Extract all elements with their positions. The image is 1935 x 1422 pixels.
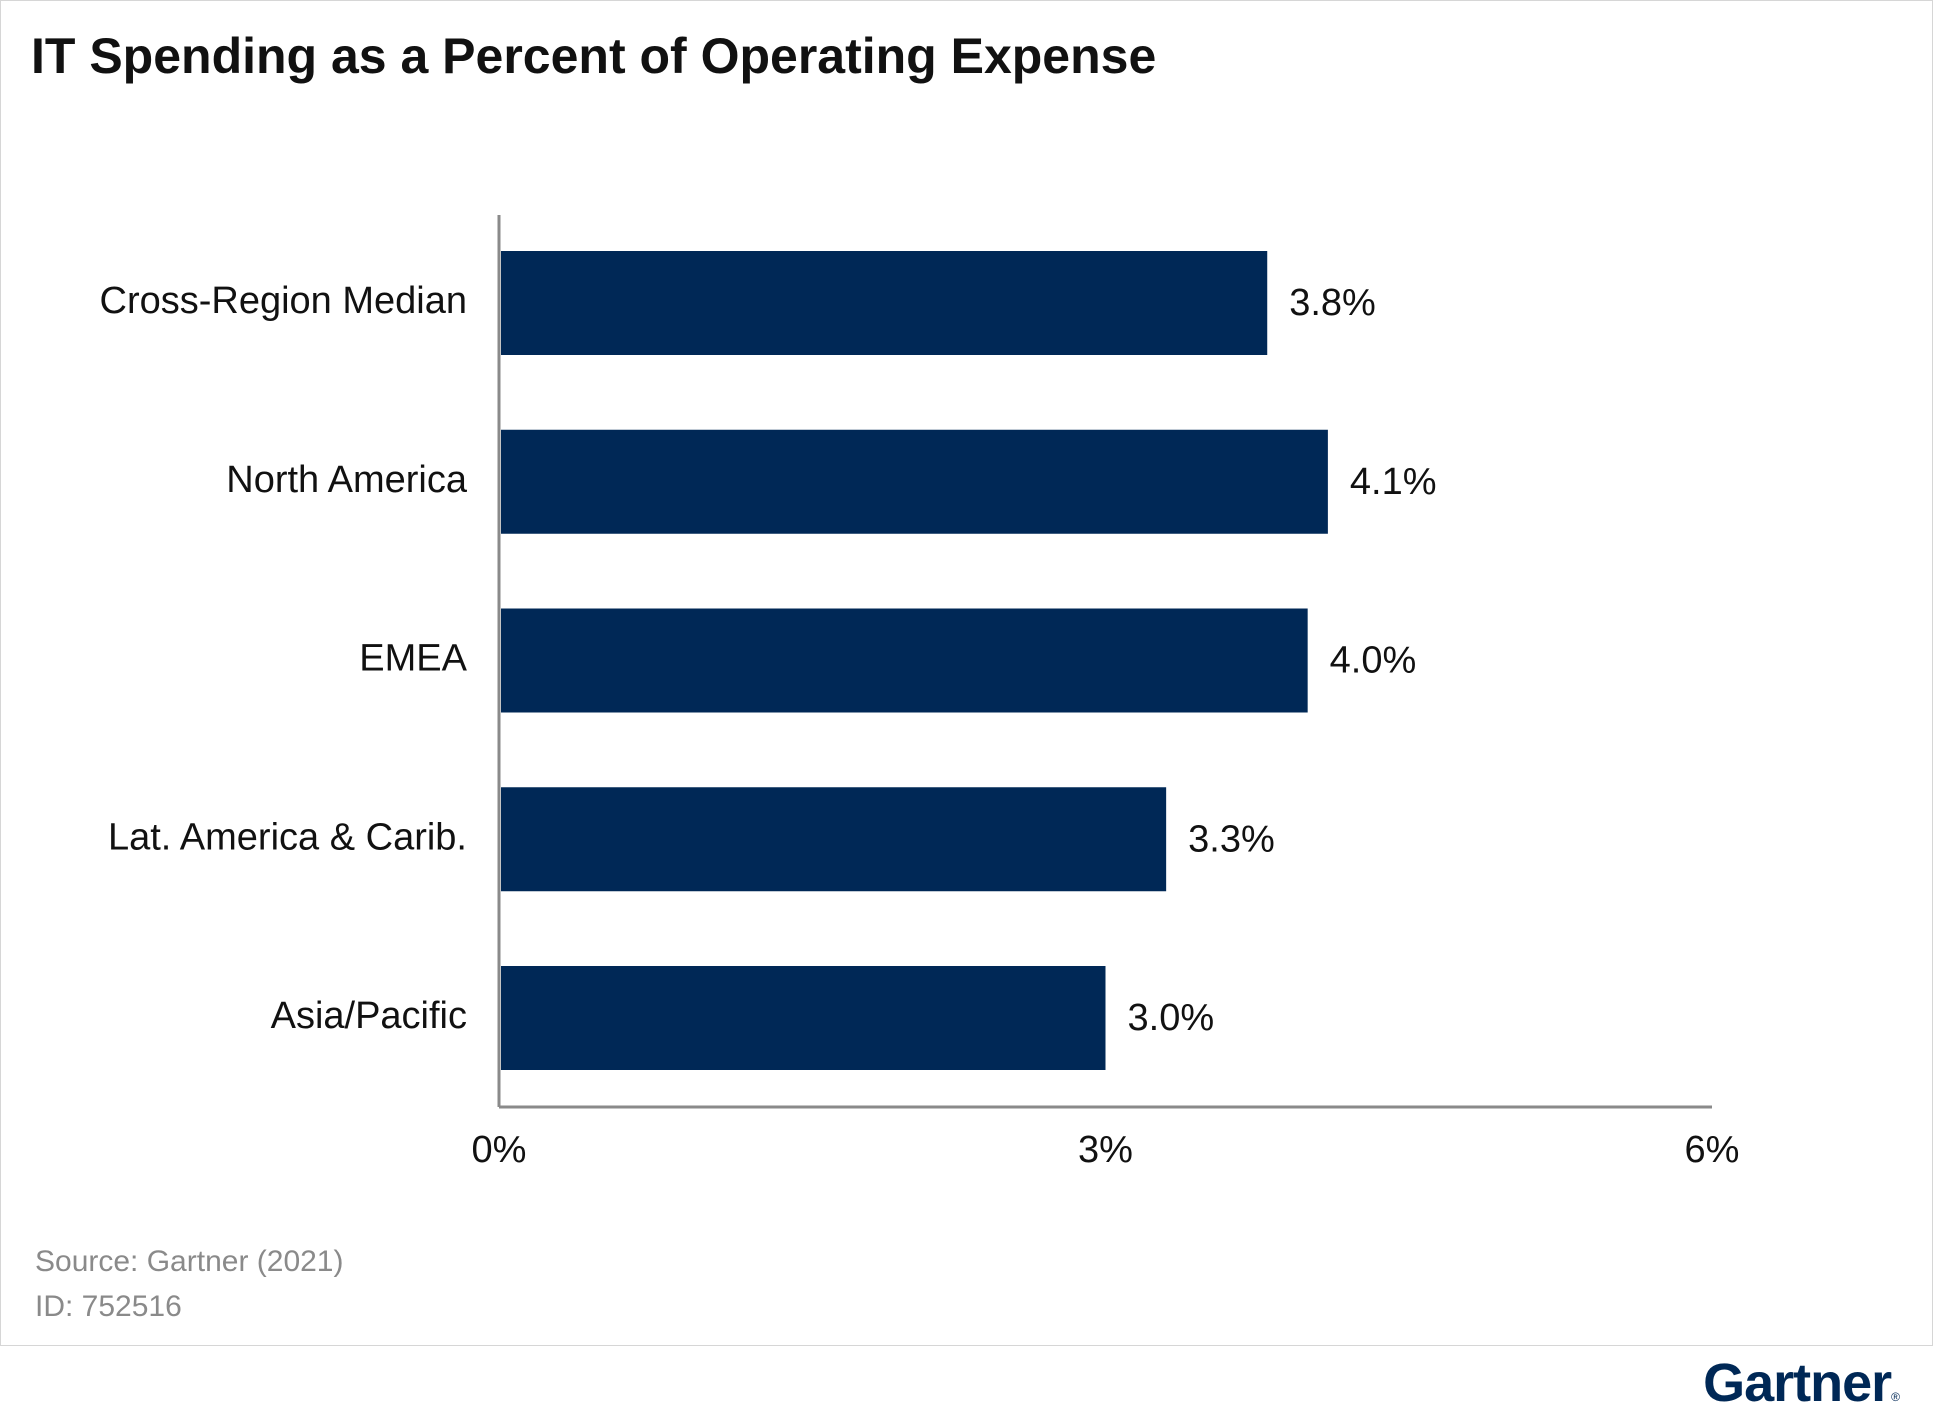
x-tick-label-0: 0% <box>472 1129 527 1171</box>
bar-4 <box>501 966 1106 1070</box>
value-label-2: 4.0% <box>1330 640 1417 682</box>
brand-name: Gartner <box>1703 1353 1892 1413</box>
category-label-3: Lat. America & Carib. <box>108 816 467 858</box>
bar-2 <box>501 608 1308 713</box>
category-label-2: EMEA <box>359 638 467 680</box>
value-label-1: 4.1% <box>1350 461 1437 503</box>
bar-1 <box>501 429 1328 534</box>
category-label-1: North America <box>226 459 468 501</box>
chart-title: IT Spending as a Percent of Operating Ex… <box>31 28 1157 84</box>
bar-3 <box>501 787 1167 892</box>
value-label-0: 3.8% <box>1289 282 1376 324</box>
category-label-0: Cross-Region Median <box>100 280 468 322</box>
value-label-4: 3.0% <box>1128 997 1215 1039</box>
x-tick-label-1: 3% <box>1078 1129 1133 1171</box>
gartner-logo: Gartner® <box>1703 1352 1900 1414</box>
document-id: ID: 752516 <box>35 1290 182 1323</box>
value-label-3: 3.3% <box>1188 818 1275 860</box>
x-tick-label-2: 6% <box>1685 1129 1740 1171</box>
registered-mark: ® <box>1891 1390 1900 1404</box>
source-note: Source: Gartner (2021) <box>35 1245 344 1278</box>
bar-0 <box>501 251 1268 355</box>
category-label-4: Asia/Pacific <box>271 995 467 1037</box>
